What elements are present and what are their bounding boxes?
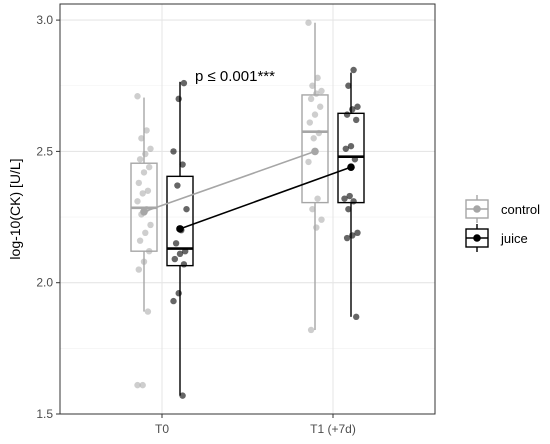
data-point — [341, 195, 348, 202]
data-point — [139, 190, 146, 197]
data-point — [318, 87, 325, 95]
data-point — [311, 111, 319, 118]
data-point — [314, 195, 321, 202]
data-point — [309, 205, 316, 213]
y-tick-label: 2.5 — [36, 144, 53, 158]
mean-points — [140, 147, 355, 233]
mean-point — [311, 147, 319, 156]
legend-key-point — [473, 234, 481, 242]
mean-point — [140, 207, 148, 216]
jitter-points — [134, 19, 361, 399]
data-point — [342, 145, 349, 152]
data-point — [309, 82, 316, 89]
data-point — [179, 392, 186, 399]
data-point — [142, 150, 149, 158]
data-point — [318, 216, 325, 223]
x-tick-label: T0 — [155, 422, 169, 436]
data-point — [136, 156, 144, 163]
data-point — [305, 158, 312, 166]
data-point — [182, 247, 189, 255]
data-point — [347, 142, 355, 150]
data-point — [350, 66, 357, 74]
mean-line-juice — [179, 166, 352, 230]
data-point — [306, 119, 313, 126]
y-tick-label: 3.0 — [36, 13, 53, 27]
legend-label-juice: juice — [500, 231, 528, 246]
data-point — [317, 103, 324, 110]
plot-panel-border — [59, 3, 436, 415]
data-point — [345, 82, 352, 89]
data-point — [170, 148, 177, 155]
data-point — [313, 224, 320, 231]
data-point — [314, 74, 321, 82]
data-point — [142, 229, 149, 237]
data-point — [134, 93, 141, 100]
data-point — [354, 103, 361, 110]
data-point — [349, 106, 356, 113]
data-point — [139, 381, 146, 389]
data-point — [170, 297, 177, 305]
mean-point — [176, 225, 184, 233]
x-tick-label: T1 (+7d) — [310, 422, 356, 436]
data-point — [135, 179, 142, 187]
mean-point — [347, 163, 355, 171]
data-point — [315, 129, 323, 137]
data-point — [179, 161, 186, 168]
data-point — [307, 95, 315, 103]
data-point — [176, 250, 184, 258]
y-tick-label: 2.0 — [36, 276, 53, 290]
data-point — [180, 261, 188, 268]
legend-label-control: control — [501, 202, 540, 217]
data-point — [136, 237, 144, 244]
data-point — [351, 156, 359, 163]
data-point — [354, 229, 361, 237]
data-point — [175, 95, 182, 103]
axes: 1.5 2.0 2.5 3.0 T0 T1 (+7d) — [36, 13, 356, 436]
data-point — [171, 255, 178, 263]
data-point — [134, 198, 141, 205]
data-point — [144, 308, 152, 315]
data-point — [183, 205, 190, 213]
data-point — [147, 145, 154, 152]
data-point — [349, 232, 356, 239]
data-point — [146, 163, 153, 171]
data-point — [140, 169, 148, 176]
box — [166, 175, 194, 267]
data-point — [174, 182, 181, 189]
data-point — [172, 240, 180, 247]
y-axis-label: log-10(CK) [U/L] — [7, 158, 23, 259]
data-point — [135, 266, 142, 273]
y-tick-label: 1.5 — [36, 407, 53, 421]
data-point — [175, 290, 182, 297]
data-point — [134, 381, 141, 389]
mean-line-control — [143, 150, 316, 213]
legend: control juice — [465, 195, 540, 252]
data-point — [307, 326, 315, 334]
data-point — [313, 90, 320, 97]
data-point — [144, 187, 152, 194]
data-point — [343, 234, 351, 242]
data-point — [305, 19, 312, 26]
data-point — [138, 135, 145, 142]
legend-key-point — [473, 205, 481, 213]
data-point — [143, 127, 150, 134]
data-point — [146, 247, 153, 255]
data-point — [310, 135, 317, 142]
data-point — [353, 313, 360, 321]
p-value-annotation: p ≤ 0.001*** — [195, 68, 275, 85]
data-point — [350, 198, 357, 205]
data-point — [346, 192, 353, 200]
data-point — [180, 79, 188, 87]
data-point — [353, 116, 360, 124]
data-point — [140, 258, 148, 265]
mean-lines — [143, 150, 352, 230]
data-point — [343, 111, 351, 118]
data-point — [345, 205, 352, 213]
data-point — [147, 221, 154, 229]
